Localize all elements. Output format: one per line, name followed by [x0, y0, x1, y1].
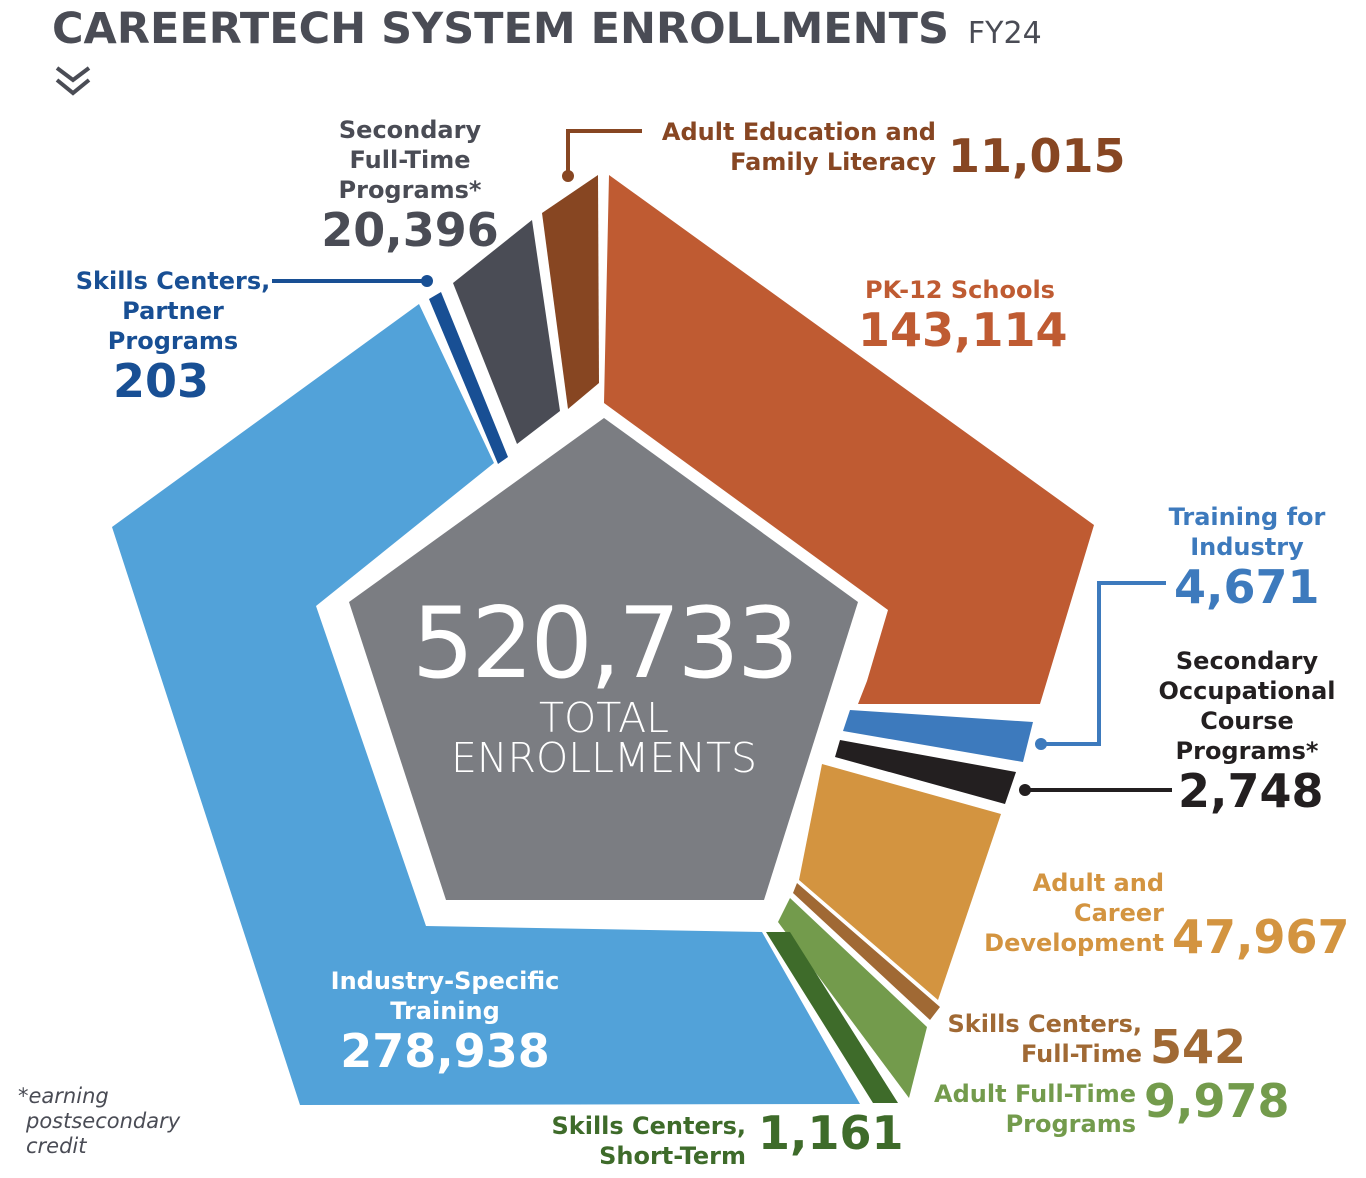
label-tfi-line2: Industry — [1190, 533, 1304, 561]
label-aefl-line1: Adult Education and — [661, 118, 936, 146]
label-ist-line1: Industry-Specific — [330, 967, 560, 995]
value-soc: 2,748 — [1178, 764, 1324, 818]
label-scpp-line3: Programs — [107, 327, 239, 355]
label-scft-line1: Skills Centers, — [947, 1010, 1142, 1038]
leader-dot-aefl — [562, 170, 574, 182]
wedge-group — [112, 175, 1094, 1105]
total-value: 520,733 — [411, 587, 799, 701]
footnote-line2: postsecondary — [26, 1109, 181, 1133]
value-sftp: 20,396 — [321, 203, 499, 257]
label-aftp-line2: Programs — [1005, 1110, 1136, 1138]
label-tfi: Training for Industry 4,671 — [1140, 502, 1354, 610]
label-soc-line1: Secondary — [1175, 647, 1319, 675]
label-pk12-line1: PK-12 Schools — [865, 276, 1055, 304]
label-scst: Skills Centers, Short-Term — [520, 1111, 746, 1171]
wedge-scpp — [429, 292, 508, 464]
label-aefl-line2: Family Literacy — [730, 148, 936, 176]
total-label-line1: TOTAL — [538, 694, 670, 742]
label-pk12: PK-12 Schools 143,114 — [840, 275, 1080, 353]
label-scpp: Skills Centers, Partner Programs 203 — [60, 266, 286, 404]
page-title: CAREERTECH SYSTEM ENROLLMENTS FY24 — [52, 4, 1042, 54]
label-scft: Skills Centers, Full-Time — [900, 1009, 1142, 1069]
label-scst-line1: Skills Centers, — [551, 1112, 746, 1140]
footnote: *earning postsecondary credit — [18, 1084, 180, 1159]
wedge-sftp — [453, 220, 560, 444]
value-aefl: 11,015 — [948, 129, 1126, 183]
label-soc-line2: Occupational — [1158, 677, 1336, 705]
value-ist: 278,938 — [340, 1024, 550, 1078]
leader-lines — [272, 129, 1172, 796]
label-sftp: Secondary Full-Time Programs* 20,396 — [290, 115, 530, 253]
leader-line-aefl — [566, 129, 642, 176]
label-soc-line3: Course — [1200, 707, 1294, 735]
title-text: CAREERTECH SYSTEM ENROLLMENTS — [52, 4, 949, 54]
value-tfi: 4,671 — [1174, 560, 1320, 614]
total-enrollments: 520,733 TOTAL ENROLLMENTS — [354, 587, 854, 782]
fiscal-year: FY24 — [967, 16, 1042, 51]
wedge-acd — [799, 764, 1001, 1000]
wedge-scft — [793, 883, 940, 1020]
label-acd-line3: Development — [984, 929, 1164, 957]
leader-dot-scpp — [421, 275, 433, 287]
label-acd: Adult and Career Development — [940, 868, 1164, 958]
value-pk12: 143,114 — [858, 303, 1068, 357]
label-soc: Secondary Occupational Course Programs* … — [1140, 646, 1354, 814]
leader-line-tfi — [1041, 581, 1166, 746]
wedge-aefl — [542, 175, 599, 409]
label-sftp-line2: Full-Time — [349, 146, 471, 174]
label-soc-line4: Programs* — [1175, 737, 1319, 765]
label-sftp-line3: Programs* — [338, 176, 482, 204]
wedge-scst — [766, 932, 898, 1103]
label-acd-line2: Career — [1073, 899, 1164, 927]
label-acd-line1: Adult and — [1032, 869, 1164, 897]
value-scpp: 203 — [112, 354, 210, 408]
center-pentagon — [349, 418, 858, 900]
footnote-line3: credit — [26, 1134, 87, 1158]
label-ist-line2: Training — [390, 997, 500, 1025]
label-aftp-line1: Adult Full-Time — [934, 1080, 1136, 1108]
label-tfi-line1: Training for — [1168, 503, 1326, 531]
footnote-line1: *earning — [18, 1084, 109, 1108]
label-sftp-line1: Secondary — [338, 116, 482, 144]
label-aftp: Adult Full-Time Programs — [880, 1079, 1136, 1139]
value-scft: 542 — [1150, 1020, 1247, 1074]
leader-dot-soc — [1019, 784, 1031, 796]
wedge-pk12 — [604, 175, 1094, 704]
wedge-aftp — [778, 898, 927, 1098]
label-scft-line2: Full-Time — [1020, 1040, 1142, 1068]
leader-dot-tfi — [1035, 738, 1047, 750]
value-acd: 47,967 — [1172, 910, 1350, 964]
wedge-ist — [112, 304, 860, 1105]
label-ist: Industry-Specific Training 278,938 — [300, 966, 590, 1074]
wedge-tfi — [843, 710, 1033, 762]
double-chevron-down-icon — [55, 66, 91, 96]
value-aftp: 9,978 — [1144, 1074, 1290, 1128]
label-scpp-line2: Partner — [122, 297, 224, 325]
label-scst-line2: Short-Term — [599, 1142, 746, 1170]
label-aefl: Adult Education and Family Literacy — [620, 117, 936, 177]
value-scst: 1,161 — [758, 1106, 904, 1160]
wedge-soc — [835, 740, 1016, 804]
total-label-line2: ENROLLMENTS — [450, 734, 758, 782]
label-scpp-line1: Skills Centers, — [75, 267, 271, 295]
